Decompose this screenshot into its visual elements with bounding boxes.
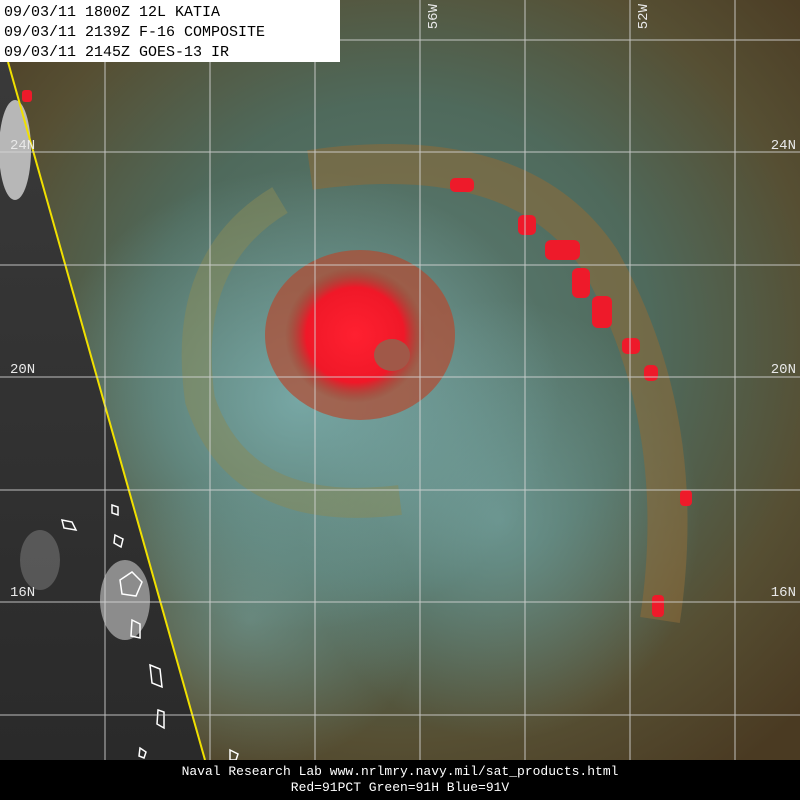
lat-label: 20N: [771, 362, 796, 378]
imagery: [0, 0, 800, 770]
lon-label: 52W: [636, 3, 652, 29]
footer-line: Red=91PCT Green=91H Blue=91V: [291, 780, 510, 795]
lat-label: 16N: [10, 585, 35, 601]
lat-label: 20N: [10, 362, 35, 378]
lat-label: 24N: [10, 138, 35, 154]
header-line: 09/03/11 2145Z GOES-13 IR: [4, 44, 229, 61]
coastlines: [60, 503, 239, 761]
footer-line: Naval Research Lab www.nrlmry.navy.mil/s…: [182, 764, 619, 779]
lat-label: 16N: [771, 585, 796, 601]
header-line: 09/03/11 2139Z F-16 COMPOSITE: [4, 24, 265, 41]
graticule: [0, 0, 800, 760]
header-line: 09/03/11 1800Z 12L KATIA: [4, 4, 220, 21]
lon-label: 56W: [426, 3, 442, 29]
lat-label: 24N: [771, 138, 796, 154]
convective-cells: [22, 90, 692, 617]
header-box: [0, 0, 340, 62]
footer-bar: [0, 760, 800, 800]
